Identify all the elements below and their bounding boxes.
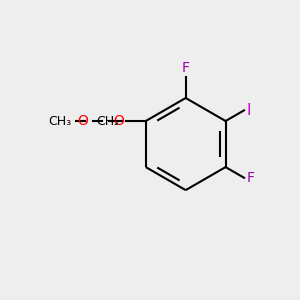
Text: F: F <box>182 61 190 75</box>
Text: I: I <box>247 103 251 118</box>
Text: O: O <box>113 114 124 128</box>
Text: F: F <box>247 171 254 185</box>
Text: CH₃: CH₃ <box>48 115 71 128</box>
Text: CH₂: CH₂ <box>96 115 119 128</box>
Text: O: O <box>77 114 88 128</box>
